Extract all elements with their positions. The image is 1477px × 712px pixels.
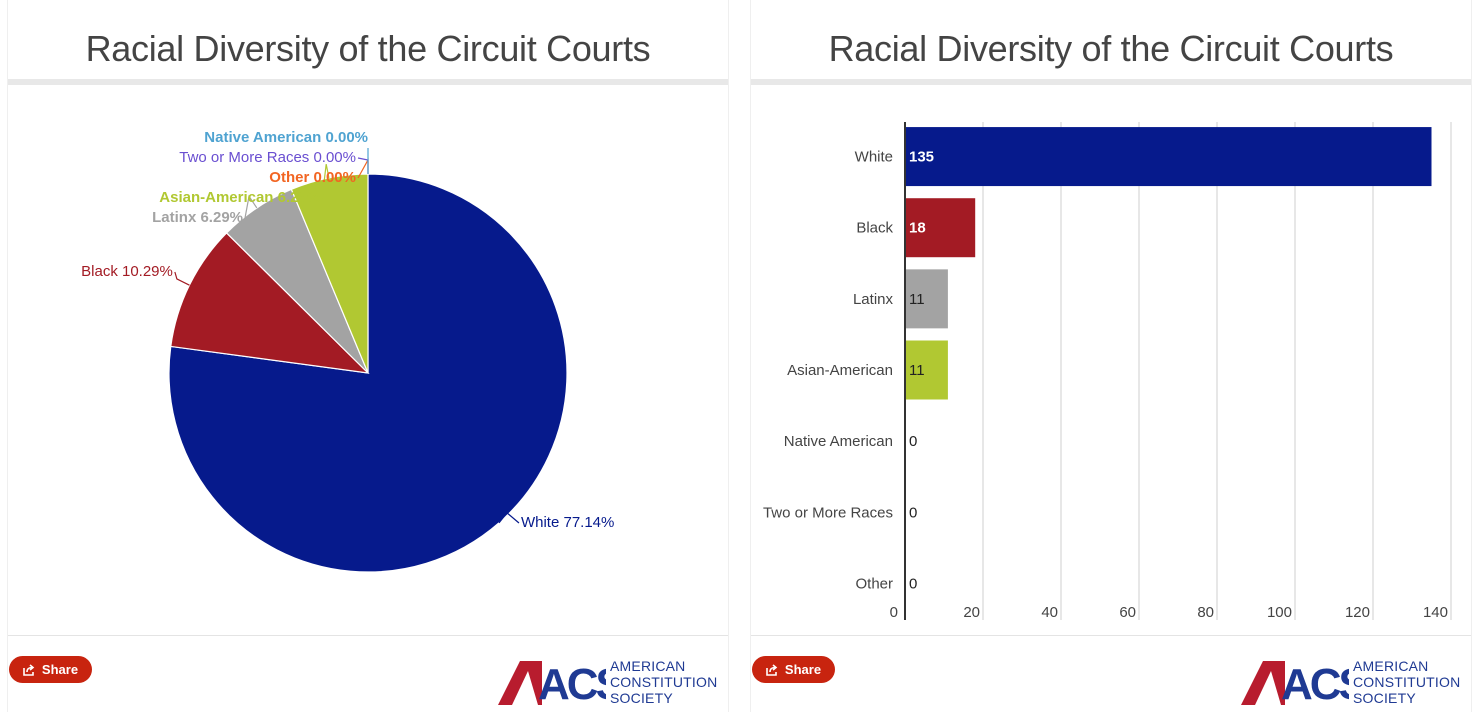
acs-logo[interactable]: ACS AMERICAN CONSTITUTION SOCIETY [1241,655,1469,707]
chart-title: Racial Diversity of the Circuit Courts [828,28,1394,69]
bar-value-label-latinx: 11 [909,291,925,308]
y-category-label-black: Black [856,220,893,237]
bar-black[interactable] [906,198,976,258]
x-tick-label-120: 120 [1345,604,1370,621]
x-tick-label-0: 0 [890,604,898,621]
y-category-label-other: Other [855,575,893,592]
y-category-label-two-or-more-races: Two or More Races [763,504,893,521]
pie-label-other: Other 0.00% [269,169,356,186]
pie-label-white: White 77.14% [521,514,614,531]
y-category-label-asian-american: Asian-American [787,362,893,379]
pie-label-black: Black 10.29% [81,263,173,280]
share-icon [23,663,35,676]
pie-label-asian-american: Asian-American 6.29% [159,189,320,206]
bar-latinx[interactable] [906,269,948,329]
bar-value-label-other: 0 [909,575,917,592]
acs-logo-letters: ACS [1281,660,1349,705]
pie-chart: White 77.14% Black 10.29% Latinx 6.29% Asia… [81,129,614,573]
bar-asian-american[interactable] [906,340,948,400]
pie-label-two-or-more-races: Two or More Races 0.00% [179,149,356,166]
share-label: Share [41,662,79,677]
acs-logo-letters: ACS [538,660,606,705]
bar-white[interactable] [906,127,1432,187]
bar-value-label-white: 135 [909,149,934,166]
pie-chart-panel: Racial Diversity of the Circuit Courts W… [7,0,729,712]
x-tick-label-140: 140 [1423,604,1448,621]
bar-value-label-black: 18 [909,220,926,237]
acs-logo-text: AMERICAN CONSTITUTION SOCIETY [1353,658,1461,706]
pie-label-latinx: Latinx 6.29% [152,209,243,226]
x-tick-label-40: 40 [1041,604,1058,621]
share-button[interactable]: Share [752,656,835,683]
acs-logo-text: AMERICAN CONSTITUTION SOCIETY [610,658,718,706]
pie-connector-latinx [244,194,258,219]
footer-divider [8,635,728,636]
x-tick-label-20: 20 [963,604,980,621]
pie-slice-asian-american[interactable] [290,173,369,374]
title-divider [8,79,728,85]
bar-chart: 0 20 40 60 80 100 120 140 White 135 Black 18 Latinx 1… [763,122,1452,621]
bar-chart-panel: Racial Diversity of the Circuit Courts 0… [750,0,1472,712]
footer-divider [751,635,1471,636]
bar-value-label-asian-american: 11 [909,362,925,379]
share-icon [766,663,778,676]
y-category-label-white: White [855,149,893,166]
pie-slice-black[interactable] [170,232,370,374]
chart-title: Racial Diversity of the Circuit Courts [85,28,651,69]
pie-connector-two-or-more-races [357,157,369,174]
pie-connector-asian-american [321,164,330,199]
x-tick-label-60: 60 [1119,604,1136,621]
acs-logo[interactable]: ACS AMERICAN CONSTITUTION SOCIETY [498,655,726,707]
x-tick-label-100: 100 [1267,604,1292,621]
bar-value-label-two-or-more-races: 0 [909,504,917,521]
pie-label-native-american: Native American 0.00% [204,129,368,146]
acs-logo-mark: ACS [498,660,606,705]
bar-value-label-native-american: 0 [909,433,917,450]
x-tick-label-80: 80 [1197,604,1214,621]
y-category-label-latinx: Latinx [853,291,894,308]
acs-logo-mark: ACS [1241,660,1349,705]
pie-connector-white [498,511,520,524]
pie-connector-black [174,271,190,286]
share-label: Share [784,662,822,677]
y-category-label-native-american: Native American [784,433,893,450]
share-button[interactable]: Share [9,656,92,683]
title-divider [751,79,1471,85]
